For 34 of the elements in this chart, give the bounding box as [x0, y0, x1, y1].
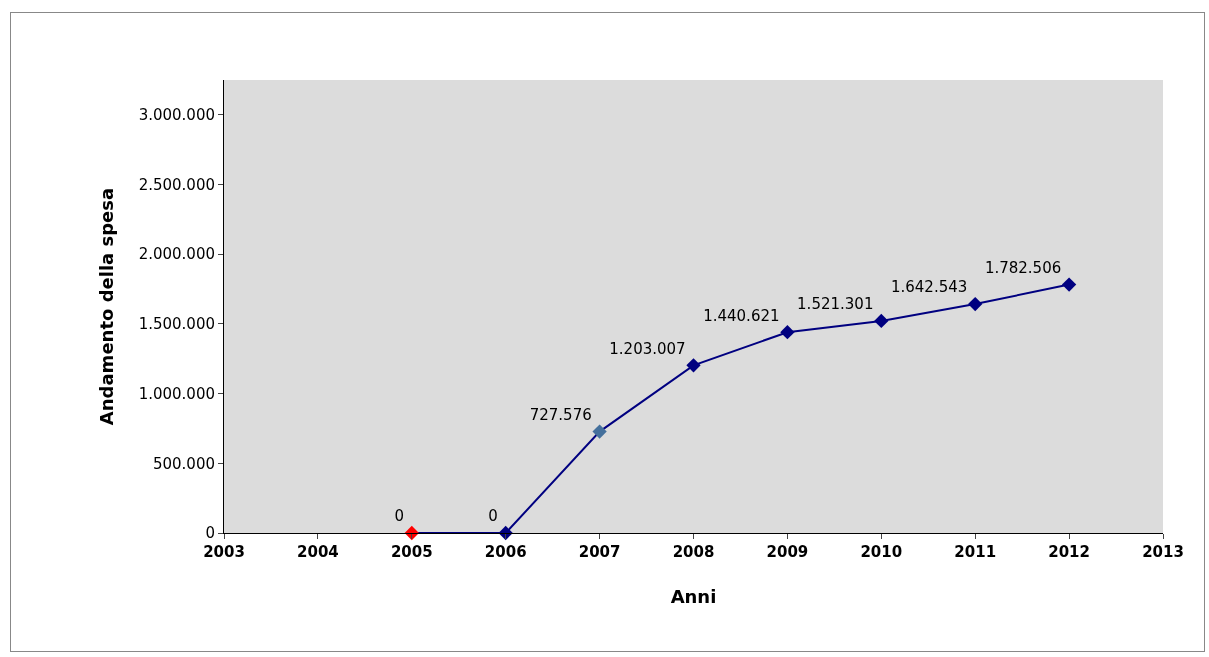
data-label: 1.521.301: [797, 295, 874, 314]
x-tick-label: 2007: [578, 543, 621, 561]
y-tick-label: 1.000.000: [138, 384, 215, 403]
data-label: 1.203.007: [609, 339, 686, 358]
data-label: 727.576: [529, 405, 592, 424]
data-label: 0: [394, 507, 404, 526]
data-label: 1.782.506: [984, 258, 1062, 277]
point: [968, 296, 983, 312]
point: [780, 325, 795, 340]
point: [686, 358, 701, 373]
y-tick-label: 1.500.000: [138, 315, 215, 334]
x-tick-label: 2011: [954, 543, 997, 561]
point: [874, 313, 889, 329]
x-tick-label: 2009: [766, 543, 809, 561]
x-tick-label: 2013: [1142, 543, 1184, 561]
x-tick-label: 2012: [1048, 543, 1090, 561]
y-tick-label: 2.500.000: [138, 175, 215, 194]
x-tick-label: 2008: [672, 543, 715, 561]
x-tick-label: 2006: [484, 543, 527, 561]
x-tick-label: 2003: [203, 543, 245, 561]
y-axis-title: Andamento della spesa: [95, 187, 117, 426]
x-tick-label: 2005: [390, 543, 433, 561]
point: [592, 424, 607, 439]
x-tick-label: 2010: [860, 543, 903, 561]
point: [1061, 277, 1077, 292]
y-tick-label: 2.000.000: [138, 245, 215, 264]
data-label: 1.642.543: [890, 278, 968, 297]
data-label: 1.440.621: [703, 306, 780, 325]
x-axis-title: Anni: [670, 586, 717, 608]
data-label: 0: [488, 507, 498, 526]
y-tick-label: 3.000.000: [138, 106, 215, 125]
y-tick-label: 0: [205, 524, 215, 543]
x-tick-label: 2004: [297, 543, 339, 561]
y-tick-label: 500.000: [152, 454, 215, 473]
